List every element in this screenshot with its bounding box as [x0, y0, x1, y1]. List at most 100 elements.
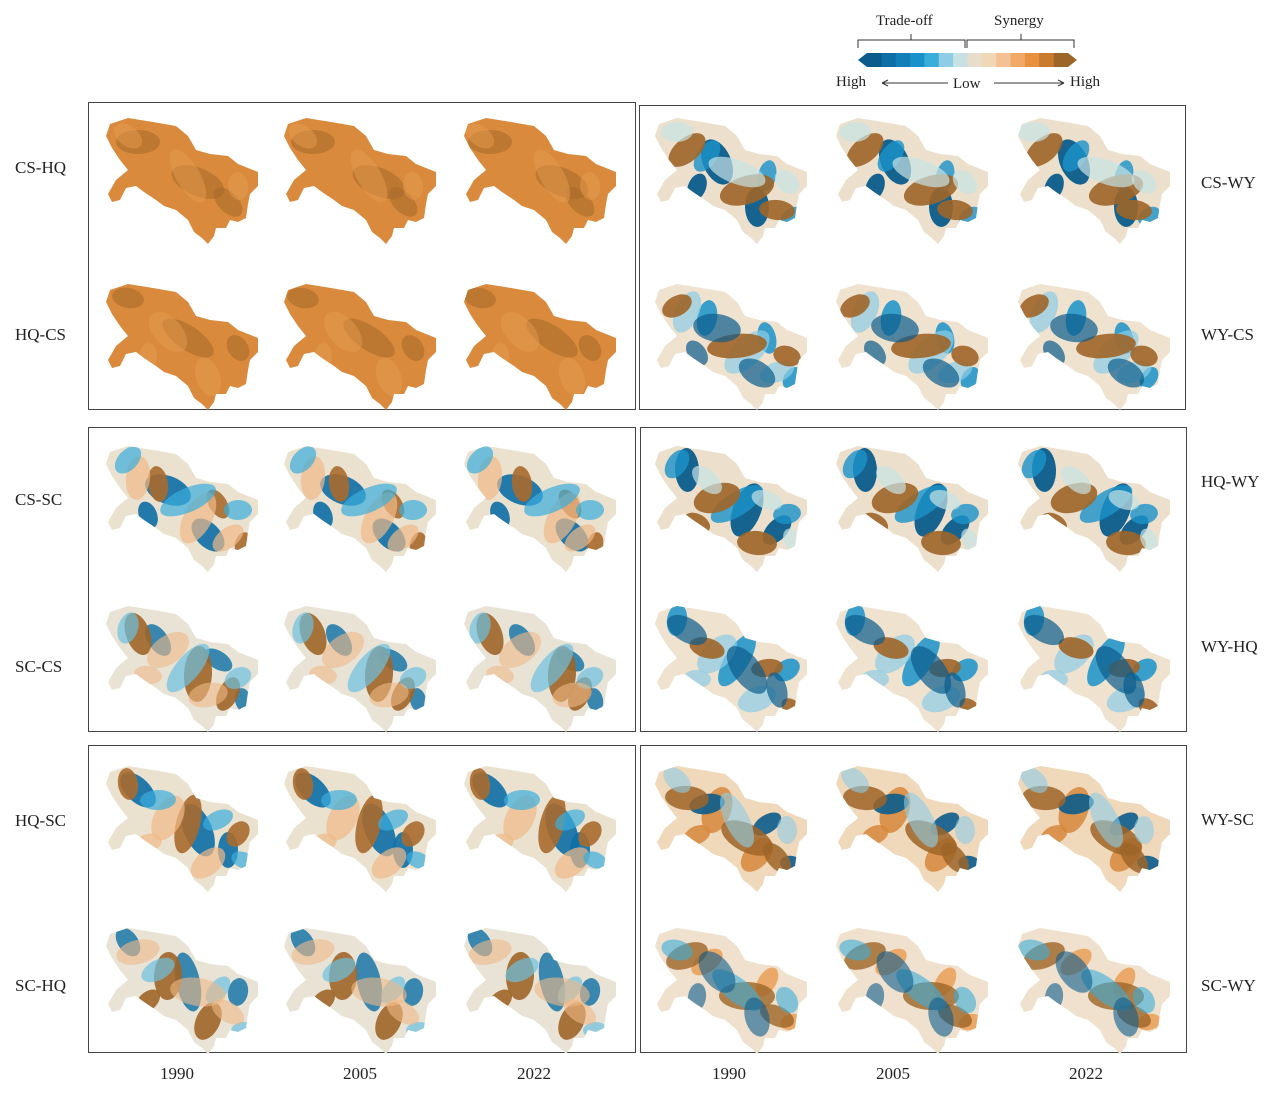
map-patch: [774, 169, 800, 195]
map-patch: [773, 345, 801, 367]
map-patch: [929, 490, 961, 510]
panel-box-right-3: [640, 745, 1187, 1053]
map-patch: [1022, 785, 1066, 811]
map-patch: [147, 466, 169, 502]
map-patch: [226, 821, 250, 847]
map-patch: [402, 172, 424, 200]
row-label-right: WY-CS: [1201, 325, 1254, 344]
map-patch: [498, 631, 542, 669]
map-patch: [401, 821, 425, 847]
map-patch: [534, 977, 590, 1007]
basin-map-cs-hq-2022: [464, 118, 616, 244]
row-label-right: CS-WY: [1201, 173, 1256, 192]
row-label-left: HQ-SC: [15, 811, 67, 830]
map-patch: [921, 530, 961, 556]
map-patch: [1076, 333, 1136, 359]
legend-swatch: [938, 53, 954, 67]
map-patch: [744, 997, 770, 1037]
panel-box-right-2: [640, 427, 1187, 732]
map-patch: [1018, 121, 1050, 143]
map-patch: [292, 768, 314, 800]
basin-map-wy-sc-2022: [1018, 766, 1170, 892]
basin-map-wy-hq-2022: [1018, 606, 1170, 732]
basin-patches: [841, 767, 982, 874]
map-patch: [227, 978, 249, 1006]
basin-patches: [113, 123, 249, 217]
map-patch: [576, 499, 604, 521]
map-patch: [663, 767, 691, 793]
map-patch: [563, 999, 597, 1025]
map-patch: [146, 631, 190, 669]
map-patch: [843, 785, 887, 811]
map-patch: [839, 121, 871, 143]
basin-patches: [469, 768, 607, 879]
row-label-right: HQ-WY: [1201, 472, 1260, 491]
legend-high-left: High: [836, 74, 866, 90]
legend-arrows: [881, 79, 1065, 87]
basin-patches: [292, 768, 430, 879]
map-patch: [322, 957, 356, 983]
map-patch: [662, 294, 692, 318]
map-patch: [375, 357, 403, 397]
map-patch: [533, 149, 571, 203]
legend-swatch: [924, 53, 940, 67]
map-patch: [877, 140, 905, 172]
legend-arrow-right: [1068, 53, 1077, 67]
map-patch: [845, 614, 885, 646]
map-patch: [360, 492, 398, 544]
map-patch: [190, 847, 226, 879]
legend-tradeoff-label: Trade-off: [876, 13, 933, 29]
row-label-left: HQ-CS: [15, 325, 67, 344]
panel-box-right-1: [639, 105, 1186, 410]
basin-patches: [1020, 767, 1161, 874]
map-patch: [766, 672, 788, 708]
map-patch: [953, 986, 977, 1014]
basin-patches: [288, 123, 424, 217]
basin-patches: [112, 287, 250, 397]
map-patch: [465, 123, 495, 149]
basin-patches: [287, 287, 425, 397]
map-patch: [1058, 793, 1094, 815]
map-patch: [399, 499, 427, 521]
basin-map-hq-wy-1990: [655, 446, 807, 572]
row-label-left: CS-SC: [15, 490, 63, 509]
map-patch: [841, 767, 869, 793]
map-patch: [737, 685, 777, 713]
basin-patches: [1018, 939, 1161, 1037]
map-patch: [839, 939, 871, 961]
basin-map-wy-cs-2005: [836, 284, 988, 410]
map-patch: [1113, 997, 1139, 1037]
map-patch: [961, 528, 979, 552]
map-patch: [692, 465, 722, 495]
legend-swatch: [881, 53, 897, 67]
map-patch: [166, 643, 210, 693]
map-patch: [842, 449, 868, 479]
map-patch: [738, 358, 776, 388]
map-patch: [840, 294, 870, 318]
map-patch: [369, 682, 409, 708]
basin-patches: [839, 939, 982, 1037]
legend-arrow-left: [858, 53, 867, 67]
map-patch: [1140, 528, 1158, 552]
map-patch: [759, 199, 795, 221]
map-patch: [530, 643, 574, 693]
legend-low: Low: [953, 76, 981, 92]
legend-swatch: [1053, 53, 1069, 67]
map-patch: [952, 169, 978, 195]
row-label-right: WY-SC: [1201, 810, 1254, 829]
basin-map-wy-cs-2022: [1018, 284, 1170, 410]
map-patch: [903, 792, 939, 848]
map-patch: [511, 466, 533, 502]
basin-patches: [666, 606, 803, 718]
basin-patches: [467, 928, 607, 1040]
map-patch: [661, 939, 693, 961]
map-patch: [941, 842, 969, 874]
map-patch: [1131, 169, 1157, 195]
year-label: 1990: [160, 1064, 194, 1083]
basin-patches: [466, 446, 604, 556]
map-patch: [579, 172, 601, 200]
map-patch: [212, 524, 244, 552]
map-patch: [170, 977, 226, 1007]
map-patch: [737, 530, 777, 556]
basin-map-sc-wy-2005: [836, 928, 988, 1054]
